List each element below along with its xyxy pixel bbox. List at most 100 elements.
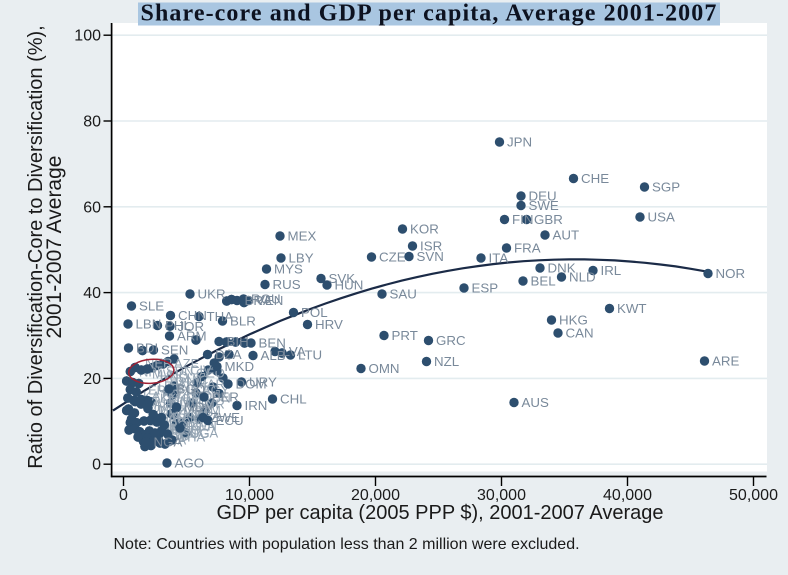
svg-text:MWI: MWI	[152, 367, 179, 382]
svg-text:NIC: NIC	[186, 373, 208, 388]
svg-text:NZL: NZL	[434, 354, 459, 369]
svg-text:CHE: CHE	[581, 171, 609, 186]
svg-text:SVN: SVN	[417, 249, 444, 264]
svg-text:TKM: TKM	[152, 391, 179, 406]
svg-text:IRN: IRN	[245, 398, 268, 413]
svg-text:DNK: DNK	[548, 261, 576, 276]
svg-text:SGP: SGP	[652, 180, 680, 195]
svg-text:HRV: HRV	[315, 317, 343, 332]
svg-text:KOR: KOR	[410, 222, 439, 237]
svg-text:EGY: EGY	[202, 383, 230, 398]
svg-text:ITA: ITA	[489, 251, 509, 266]
svg-text:NGA: NGA	[154, 435, 183, 450]
svg-text:LBN: LBN	[136, 317, 162, 332]
svg-text:10,000: 10,000	[225, 487, 274, 504]
svg-text:80: 80	[83, 114, 101, 131]
svg-text:AGO: AGO	[175, 456, 205, 471]
svg-text:OMN: OMN	[369, 361, 400, 376]
svg-text:30,000: 30,000	[477, 487, 526, 504]
svg-text:DZA: DZA	[215, 347, 242, 362]
svg-text:PAK: PAK	[170, 377, 195, 392]
svg-text:60: 60	[83, 199, 101, 216]
svg-text:100: 100	[74, 28, 101, 45]
svg-text:BDI: BDI	[136, 341, 158, 356]
svg-text:BEN: BEN	[259, 336, 286, 351]
svg-text:COG: COG	[180, 426, 210, 441]
svg-text:MDV: MDV	[184, 400, 214, 415]
svg-text:CAN: CAN	[566, 326, 594, 341]
svg-text:NLD: NLD	[569, 270, 596, 285]
svg-text:0: 0	[92, 457, 101, 474]
svg-text:KWT: KWT	[617, 301, 647, 316]
svg-text:Note: Countries with populatio: Note: Countries with population less tha…	[114, 536, 580, 553]
svg-text:MEX: MEX	[288, 229, 317, 244]
svg-text:LTU: LTU	[298, 348, 322, 363]
svg-text:BGD: BGD	[177, 382, 206, 397]
svg-text:40,000: 40,000	[603, 487, 652, 504]
svg-text:CHL: CHL	[280, 392, 307, 407]
svg-text:USA: USA	[648, 210, 675, 225]
svg-text:AZE: AZE	[174, 356, 200, 371]
svg-text:MYS: MYS	[274, 262, 303, 277]
svg-text:20,000: 20,000	[351, 487, 400, 504]
svg-text:SWE: SWE	[529, 198, 559, 213]
svg-text:NAM: NAM	[172, 410, 201, 425]
svg-text:DOM: DOM	[236, 377, 267, 392]
svg-text:CHN: CHN	[178, 308, 207, 323]
svg-text:THA: THA	[207, 309, 234, 324]
svg-text:RUS: RUS	[273, 277, 301, 292]
svg-text:GTM: GTM	[192, 403, 221, 418]
svg-text:GDP per capita (2005 PPP $), 2: GDP per capita (2005 PPP $), 2001-2007 A…	[217, 502, 664, 524]
svg-text:40: 40	[83, 285, 101, 302]
svg-text:TJK: TJK	[176, 384, 199, 399]
svg-text:0: 0	[119, 487, 128, 504]
svg-text:PHL: PHL	[165, 318, 191, 333]
svg-text:BIH: BIH	[227, 334, 249, 349]
svg-text:LVA: LVA	[283, 344, 306, 359]
svg-text:CIV: CIV	[190, 363, 212, 378]
svg-text:HUN: HUN	[335, 278, 364, 293]
svg-text:UGA: UGA	[190, 426, 219, 441]
svg-text:ROU: ROU	[251, 292, 281, 307]
svg-text:ESP: ESP	[472, 281, 499, 296]
svg-text:ZWE: ZWE	[211, 410, 241, 425]
svg-text:DEU: DEU	[529, 189, 557, 204]
svg-text:ERI: ERI	[148, 383, 170, 398]
svg-text:SEN: SEN	[161, 343, 188, 358]
svg-text:ISR: ISR	[420, 239, 442, 254]
svg-text:IRL: IRL	[601, 263, 622, 278]
svg-text:2001-2007 Average: 2001-2007 Average	[43, 156, 66, 339]
svg-text:ALB: ALB	[261, 348, 286, 363]
svg-text:LBY: LBY	[289, 251, 314, 266]
svg-text:CZE: CZE	[379, 250, 406, 265]
svg-text:ECU: ECU	[216, 413, 244, 428]
svg-text:KHM: KHM	[168, 391, 197, 406]
svg-text:GHA: GHA	[177, 430, 206, 445]
svg-text:VNM: VNM	[186, 397, 215, 412]
svg-text:BRA: BRA	[245, 293, 272, 308]
svg-text:FRA: FRA	[514, 241, 541, 256]
svg-text:MAR: MAR	[196, 377, 225, 392]
svg-text:BEL: BEL	[531, 274, 556, 289]
svg-text:MRT: MRT	[146, 399, 174, 414]
svg-text:20: 20	[83, 371, 101, 388]
svg-text:URY: URY	[249, 375, 277, 390]
svg-text:Share-core and GDP per capita,: Share-core and GDP per capita, Average 2…	[141, 1, 718, 27]
svg-text:SLV: SLV	[178, 371, 202, 386]
svg-text:SAU: SAU	[390, 287, 417, 302]
svg-text:ARM: ARM	[177, 329, 207, 344]
svg-text:SVK: SVK	[329, 271, 356, 286]
svg-text:POL: POL	[301, 305, 328, 320]
svg-text:NOR: NOR	[716, 266, 746, 281]
svg-text:ARE: ARE	[712, 354, 739, 369]
svg-text:GRC: GRC	[436, 333, 466, 348]
svg-text:PRT: PRT	[392, 328, 418, 343]
svg-text:AUS: AUS	[522, 395, 549, 410]
svg-text:SLE: SLE	[139, 299, 164, 314]
svg-text:MLI: MLI	[180, 394, 202, 409]
svg-text:TUN: TUN	[204, 391, 231, 406]
svg-text:JOR: JOR	[178, 319, 205, 334]
svg-text:50,000: 50,000	[729, 487, 778, 504]
svg-text:AUT: AUT	[553, 228, 580, 243]
svg-text:UKR: UKR	[198, 287, 226, 302]
